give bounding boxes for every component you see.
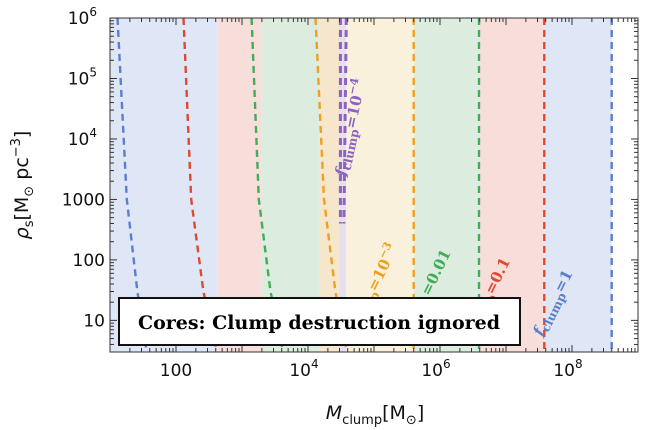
y-axis-label-unit-open: [M [11,197,33,221]
x-axis-label-sub: clump [342,413,382,428]
annotation-text: Cores: Clump destruction ignored [138,312,500,334]
y-tick-label: 104 [68,126,97,150]
x-axis-label-unit-close: ] [417,402,424,424]
y-axis-label-unit-sub: ⊙ [22,186,37,197]
x-tick-label: 104 [289,357,318,381]
y-axis-label-sub: s [22,220,37,227]
y-axis-label: ρs[M⊙ pc−3] [9,131,37,240]
x-axis-label-unit-open: [M [382,402,406,424]
shaded-bands [110,18,612,352]
y-tick-label: 105 [68,65,97,89]
y-tick-label: 106 [68,5,97,29]
x-tick-label: 100 [160,361,192,381]
y-tick-label: 10 [83,311,105,331]
shaded-band-6 [413,18,480,352]
shaded-band-8 [544,18,612,352]
x-tick-label: 108 [553,357,582,381]
x-ticks: 100 104 106 108 [109,18,639,381]
x-axis-label-unit-sub: ⊙ [406,413,417,428]
x-axis-label-main: M [326,402,342,424]
annotation-box: Cores: Clump destruction ignored [118,297,521,346]
y-axis-label-unit-sup: −3 [9,138,24,157]
y-axis-label-main: ρ [11,227,33,239]
annotation-box-frame [118,297,521,346]
y-ticks: 106 105 104 1000 100 10 [62,5,638,353]
y-axis-label-unit-mid: pc [11,157,33,186]
shaded-band-4 [339,18,347,352]
y-tick-label: 100 [73,251,105,271]
y-axis-label-unit-close: ] [11,131,33,138]
x-tick-label: 106 [421,357,450,381]
y-tick-label: 1000 [62,190,105,210]
x-axis-label: Mclump[M⊙] [326,402,424,428]
shaded-band-0 [110,18,218,352]
shaded-band-5 [346,18,414,352]
series-4-upper-curve [342,17,348,224]
shaded-band-1 [217,18,262,352]
shaded-band-7 [479,18,545,352]
shaded-band-3 [319,18,340,352]
